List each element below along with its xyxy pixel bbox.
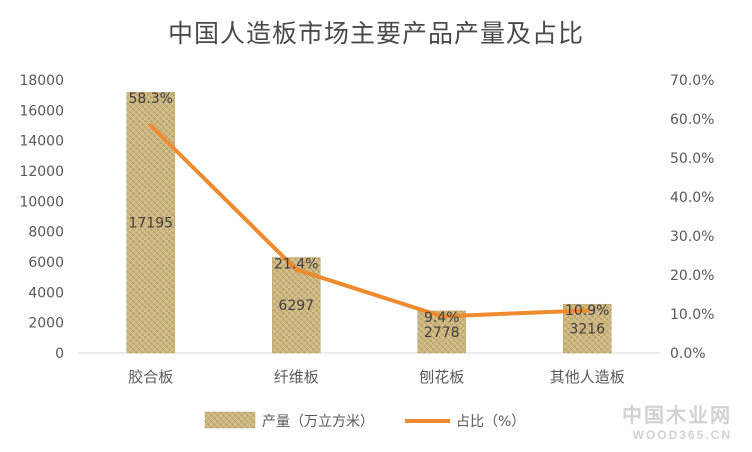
y-left-tick-label: 12000	[19, 164, 64, 180]
y-left-tick-label: 8000	[28, 225, 64, 241]
watermark: 中国木业网 WOOD365.CN	[622, 399, 732, 442]
y-left-tick-label: 6000	[28, 255, 64, 271]
y-left-tick-label: 10000	[19, 194, 64, 210]
y-left-tick-label: 14000	[19, 134, 64, 150]
y-right-tick-label: 20.0%	[670, 268, 714, 284]
percent-data-label: 9.4%	[424, 310, 460, 326]
bar-value-label: 6297	[278, 298, 314, 314]
watermark-en: WOOD365.CN	[632, 428, 732, 442]
y-right-tick-label: 40.0%	[670, 190, 714, 206]
y-left-tick-label: 0	[55, 346, 64, 362]
chart-title: 中国人造板市场主要产品产量及占比	[167, 19, 584, 48]
series-line	[148, 123, 590, 319]
y-right-tick-label: 50.0%	[670, 151, 714, 167]
x-category-label: 其他人造板	[550, 368, 625, 386]
legend-label-bar: 产量（万立方米）	[262, 414, 374, 430]
x-category-label: 纤维板	[274, 368, 319, 386]
bar	[126, 91, 175, 354]
y-right-tick-label: 10.0%	[670, 307, 714, 323]
legend-label-line: 占比（%）	[456, 414, 525, 430]
bar-value-label: 3216	[569, 322, 605, 338]
percent-data-label: 10.9%	[565, 303, 609, 319]
legend-swatch-bar	[204, 411, 256, 429]
watermark-cn: 中国木业网	[622, 405, 732, 427]
y-right-tick-label: 70.0%	[670, 73, 714, 89]
y-right-tick-label: 0.0%	[670, 346, 706, 362]
bar-value-label: 17195	[128, 216, 173, 232]
y-left-tick-label: 2000	[28, 316, 64, 332]
percent-data-label: 21.4%	[274, 256, 318, 272]
bar	[272, 257, 321, 354]
y-right-tick-label: 30.0%	[670, 229, 714, 245]
x-category-label: 胶合板	[128, 368, 173, 386]
y-left-tick-label: 4000	[28, 285, 64, 301]
x-category-label: 刨花板	[419, 368, 464, 386]
y-right-tick-label: 60.0%	[670, 112, 714, 128]
percent-data-label: 58.3%	[129, 91, 173, 107]
y-left-tick-label: 18000	[19, 73, 64, 89]
bar-value-label: 2778	[424, 325, 460, 341]
y-left-tick-label: 16000	[19, 103, 64, 119]
